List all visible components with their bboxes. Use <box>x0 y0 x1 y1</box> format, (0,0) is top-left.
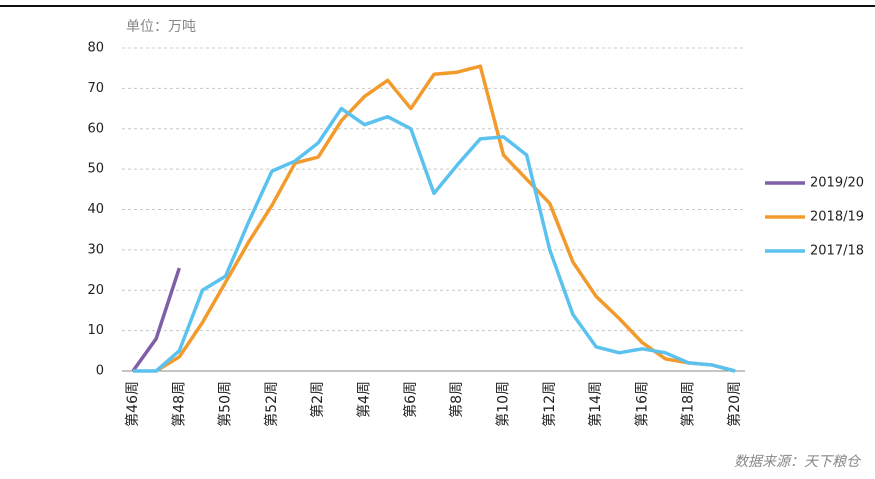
y-tick-label: 0 <box>96 364 104 379</box>
y-tick-label: 50 <box>87 162 104 177</box>
y-tick-label: 10 <box>87 323 104 338</box>
y-tick-label: 20 <box>87 283 104 298</box>
x-tick-label: 第8周 <box>448 381 465 418</box>
x-tick-label: 第52周 <box>263 381 280 427</box>
x-tick-label: 第48周 <box>170 381 187 427</box>
series-line <box>133 106 736 373</box>
y-tick-label: 60 <box>87 121 104 136</box>
series-line <box>131 267 181 373</box>
x-tick-label: 第50周 <box>217 381 234 427</box>
x-tick-label: 第18周 <box>680 381 697 427</box>
x-tick-label: 第14周 <box>587 381 604 427</box>
x-tick-label: 第10周 <box>494 381 511 427</box>
series-line <box>155 64 736 373</box>
y-tick-label: 70 <box>87 81 104 96</box>
x-tick-label: 第12周 <box>541 381 558 427</box>
source: 数据来源：天下粮仓 <box>734 454 862 470</box>
y-tick-label: 30 <box>87 242 104 257</box>
unit-label: 单位：万吨 <box>126 19 196 35</box>
y-tick-label: 40 <box>87 202 104 217</box>
x-tick-label: 第4周 <box>356 381 373 418</box>
x-tick-label: 第2周 <box>309 381 326 418</box>
legend-label: 2018/19 <box>810 210 864 225</box>
x-tick-label: 第46周 <box>124 381 141 427</box>
legend-label: 2017/18 <box>810 244 864 259</box>
legend-label: 2019/20 <box>810 176 864 191</box>
x-tick-label: 第16周 <box>633 381 650 427</box>
x-tick-label: 第20周 <box>726 381 743 427</box>
y-tick-label: 80 <box>87 41 104 56</box>
x-tick-label: 第6周 <box>402 381 419 418</box>
